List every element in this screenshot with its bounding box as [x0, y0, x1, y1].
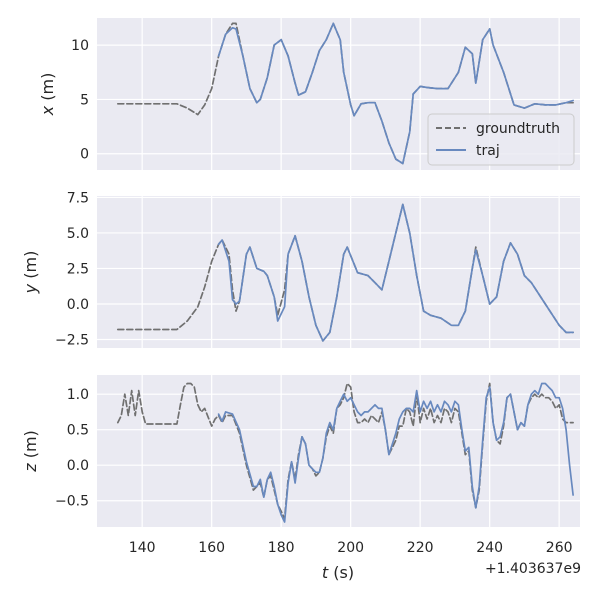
x-tick-label-2: 180 — [268, 540, 295, 556]
x-tick-label-3: 200 — [337, 540, 364, 556]
x-axis-label: t (s) — [322, 563, 354, 582]
x-tick-label-5: 240 — [476, 540, 503, 556]
y-tick-label-y-2: 2.5 — [67, 261, 89, 277]
series-z — [116, 382, 574, 523]
y-tick-label-z-2: 0.5 — [67, 423, 89, 439]
y-tick-label-y-4: 7.5 — [67, 190, 89, 206]
plot-area-y — [97, 196, 580, 348]
y-tick-label-y-3: 5.0 — [67, 226, 89, 242]
series-line-traj-z — [217, 382, 574, 523]
panel-x: 0 5 10 x (m) groundtruth traj — [38, 18, 580, 170]
x-tick-label-1: 160 — [198, 540, 225, 556]
x-tick-label-0: 140 — [129, 540, 156, 556]
y-ticks-x: 0 5 10 — [71, 38, 89, 163]
y-tick-label-y-0: −2.5 — [55, 332, 89, 348]
series-y — [116, 203, 574, 342]
y-tick-label-x-0: 0 — [80, 147, 89, 163]
series-line-traj-x — [217, 22, 574, 165]
panel-y: −2.5 0.0 2.5 5.0 7.5 y (m) — [21, 190, 580, 348]
y-tick-label-z-1: 0.0 — [67, 458, 89, 474]
series-x — [116, 22, 574, 165]
plot-area-z — [97, 375, 580, 527]
legend-box — [427, 113, 575, 166]
y-tick-label-x-1: 5 — [80, 92, 89, 108]
y-tick-label-z-3: 1.0 — [67, 387, 89, 403]
x-tick-label-6: 260 — [546, 540, 573, 556]
y-axis-label-z: z (m) — [21, 430, 40, 473]
x-tick-label-4: 220 — [407, 540, 434, 556]
legend: groundtruth traj — [427, 113, 575, 166]
y-axis-label-y: y (m) — [21, 251, 40, 295]
grid-x — [97, 18, 580, 170]
series-line-traj-y — [217, 203, 574, 342]
y-tick-label-y-1: 0.0 — [67, 297, 89, 313]
grid-z — [97, 375, 580, 527]
x-ticks: 140 160 180 200 220 240 260 — [129, 540, 573, 556]
y-tick-label-x-2: 10 — [71, 38, 89, 54]
y-tick-label-z-0: −0.5 — [55, 494, 89, 510]
y-ticks-y: −2.5 0.0 2.5 5.0 7.5 — [55, 190, 89, 348]
x-offset-label: +1.403637e9 — [485, 561, 581, 577]
grid-y — [97, 196, 580, 348]
y-axis-label-x: x (m) — [38, 73, 57, 117]
legend-label-groundtruth: groundtruth — [476, 121, 560, 137]
legend-label-traj: traj — [476, 143, 500, 159]
panel-z: −0.5 0.0 0.5 1.0 140 160 180 200 220 240 260 z (m… — [21, 375, 581, 582]
y-ticks-z: −0.5 0.0 0.5 1.0 — [55, 387, 89, 510]
